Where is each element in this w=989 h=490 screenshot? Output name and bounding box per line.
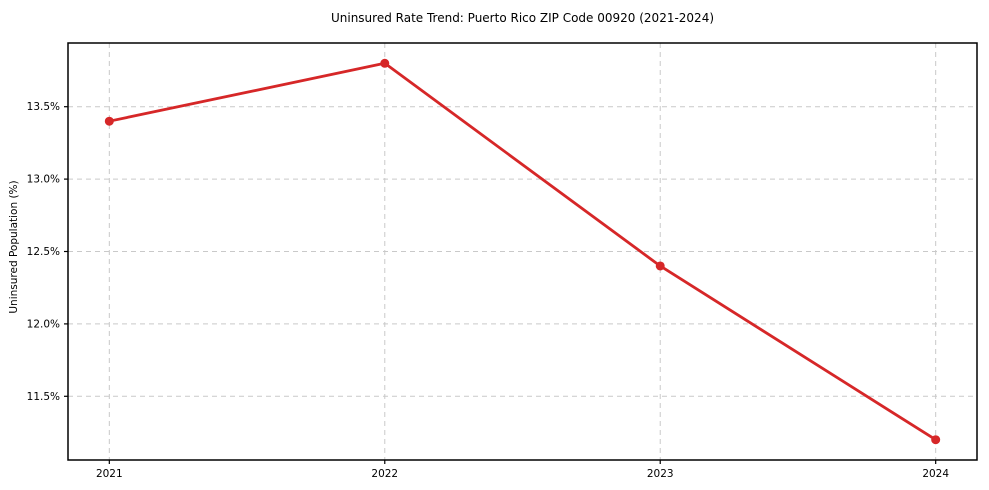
- x-tick-label: 2023: [647, 468, 674, 480]
- y-tick-label: 12.5%: [27, 246, 60, 258]
- y-tick-label: 13.0%: [27, 174, 60, 186]
- y-tick-label: 12.0%: [27, 318, 60, 330]
- data-point-2021: [104, 116, 114, 126]
- y-tick-label: 13.5%: [27, 101, 60, 113]
- data-point-2024: [931, 435, 941, 445]
- trend-line: [107, 61, 938, 442]
- y-tick-label: 11.5%: [27, 391, 60, 403]
- x-tick-label: 2021: [96, 468, 123, 480]
- chart-title: Uninsured Rate Trend: Puerto Rico ZIP Co…: [330, 11, 715, 25]
- x-tick-label: 2024: [922, 468, 949, 480]
- data-point-2023: [655, 261, 665, 271]
- x-tick-label: 2022: [371, 468, 398, 480]
- data-point-2022: [380, 58, 390, 68]
